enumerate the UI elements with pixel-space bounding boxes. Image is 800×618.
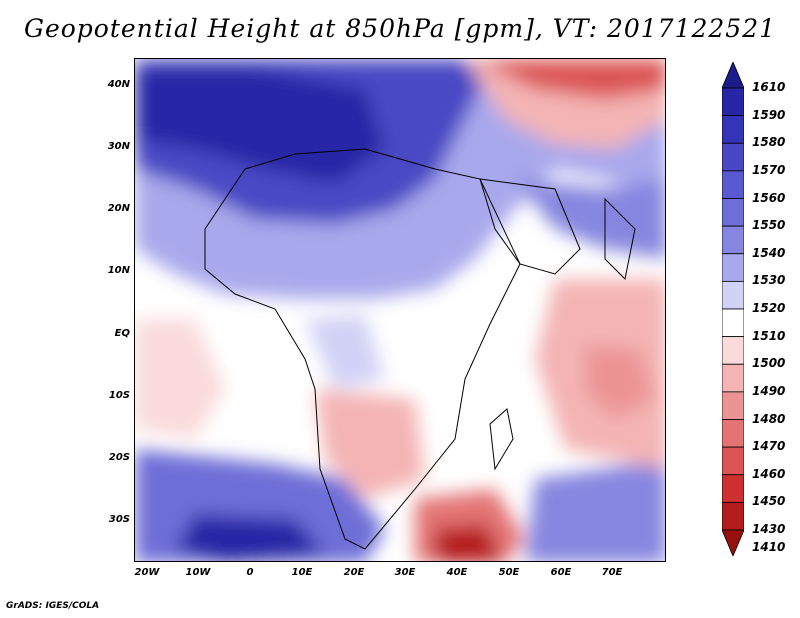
colorbar bbox=[722, 62, 744, 556]
colorbar-label: 1520 bbox=[752, 301, 786, 315]
indian-ocean-low-core bbox=[585, 344, 655, 419]
chart-title: Geopotential Height at 850hPa [gpm], VT:… bbox=[23, 14, 777, 43]
east-high-patch bbox=[515, 179, 665, 259]
lon-label-10e: 10E bbox=[291, 567, 313, 578]
lon-label-50e: 50E bbox=[498, 567, 520, 578]
colorbar-swatch bbox=[722, 170, 744, 199]
colorbar-label: 1570 bbox=[752, 162, 786, 177]
lon-label-70e: 70E bbox=[601, 567, 623, 578]
colorbar-label: 1460 bbox=[752, 466, 786, 481]
colorbar-label: 1500 bbox=[752, 356, 786, 371]
colorbar-swatch bbox=[722, 308, 744, 338]
colorbar-swatch bbox=[722, 280, 744, 310]
map-plot-area bbox=[134, 58, 666, 562]
colorbar-label: 1580 bbox=[752, 135, 786, 150]
africa-coastline bbox=[204, 148, 521, 550]
lat-label-30s: 30S bbox=[108, 514, 130, 525]
central-africa-patch bbox=[305, 314, 385, 389]
colorbar-swatch bbox=[722, 529, 744, 556]
arabia-coastline bbox=[479, 178, 581, 275]
lat-label-40n: 40N bbox=[107, 79, 130, 90]
colorbar-label: 1560 bbox=[752, 190, 786, 205]
colorbar-swatch bbox=[722, 62, 744, 89]
colorbar-label: 1590 bbox=[752, 107, 786, 122]
colorbar-swatch bbox=[722, 198, 744, 227]
india-coastline bbox=[604, 197, 636, 281]
south-low-core bbox=[435, 524, 504, 561]
colorbar-label: 1480 bbox=[752, 411, 786, 426]
colorbar-swatch bbox=[722, 115, 744, 144]
colorbar-label: 1510 bbox=[752, 328, 786, 343]
lon-label-20w: 20W bbox=[134, 567, 160, 578]
madagascar-coastline bbox=[489, 408, 514, 471]
south-east-high bbox=[525, 459, 665, 561]
lon-label-20e: 20E bbox=[343, 567, 365, 578]
lon-label-60e: 60E bbox=[550, 567, 572, 578]
colorbar-label: 1450 bbox=[752, 494, 786, 509]
south-high-core bbox=[175, 514, 325, 561]
lat-label-20n: 20N bbox=[107, 203, 130, 214]
colorbar-swatch bbox=[722, 474, 744, 503]
lat-label-20s: 20S bbox=[108, 452, 130, 463]
lon-label-40e: 40E bbox=[446, 567, 468, 578]
lat-label-30n: 30N bbox=[107, 141, 130, 152]
colorbar-label: 1530 bbox=[752, 273, 786, 288]
colorbar-swatch bbox=[722, 87, 744, 117]
grads-credit: GrADS: IGES/COLA bbox=[6, 601, 100, 611]
colorbar-label: 1430 bbox=[752, 522, 786, 536]
colorbar-swatch bbox=[722, 142, 744, 172]
colorbar-swatch bbox=[722, 225, 744, 255]
colorbar-swatch bbox=[722, 363, 744, 393]
lat-label-10s: 10S bbox=[108, 390, 130, 401]
geopotential-height-field bbox=[135, 59, 665, 561]
atlantic-low bbox=[135, 319, 225, 439]
colorbar-swatch bbox=[722, 253, 744, 282]
lat-label-10n: 10N bbox=[107, 265, 130, 276]
colorbar-label: 1610 bbox=[752, 80, 786, 94]
colorbar-swatch bbox=[722, 336, 744, 365]
colorbar-label: 1410 bbox=[752, 540, 786, 554]
colorbar-swatch bbox=[722, 446, 744, 476]
colorbar-label: 1490 bbox=[752, 383, 786, 398]
colorbar-label: 1470 bbox=[752, 439, 786, 454]
colorbar-label: 1550 bbox=[752, 218, 786, 233]
colorbar-swatch bbox=[722, 391, 744, 420]
lon-label-30e: 30E bbox=[394, 567, 416, 578]
colorbar-swatch bbox=[722, 501, 744, 531]
lon-label-10w: 10W bbox=[185, 567, 211, 578]
lon-label-0: 0 bbox=[246, 567, 254, 578]
north-high-max bbox=[135, 69, 385, 184]
mideast-low-core bbox=[475, 59, 665, 99]
lat-label-eq: EQ bbox=[114, 328, 130, 339]
southern-africa-low bbox=[315, 389, 425, 499]
colorbar-swatch bbox=[722, 419, 744, 448]
colorbar-label: 1540 bbox=[752, 245, 786, 260]
